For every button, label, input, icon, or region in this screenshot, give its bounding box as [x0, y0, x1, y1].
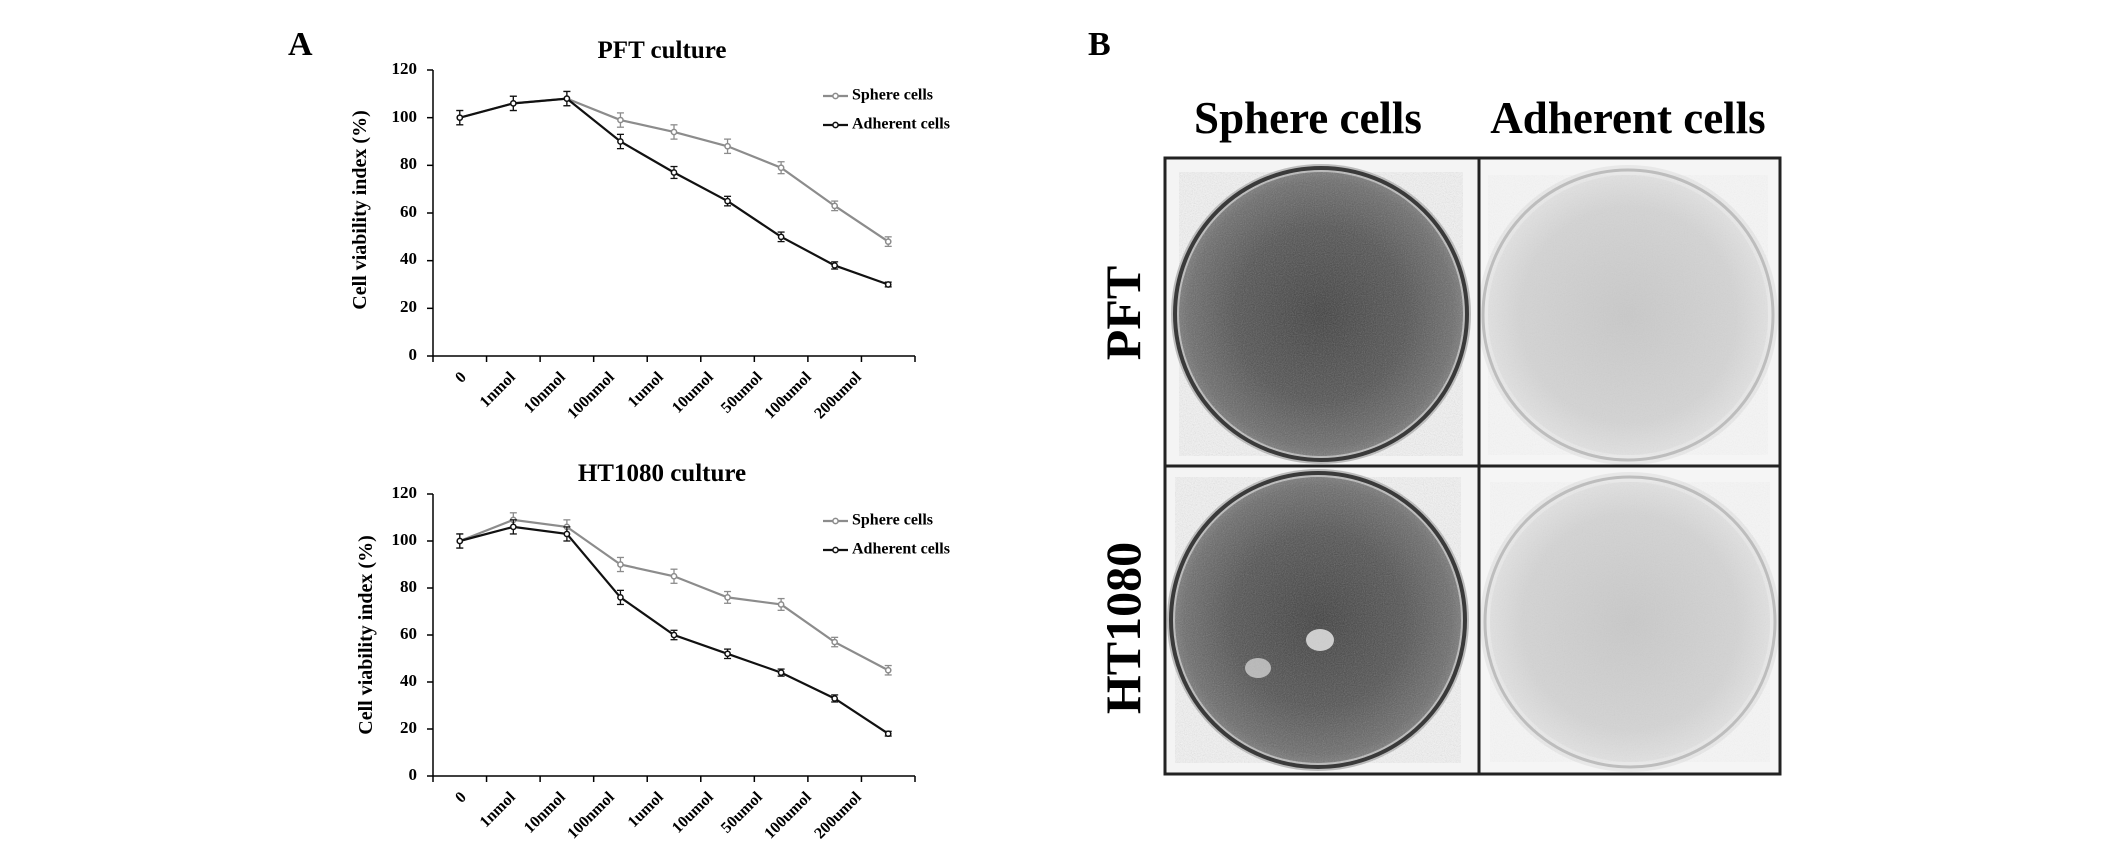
data-point: [777, 601, 785, 608]
x-tick-label: 10umol: [669, 788, 717, 836]
column-header-sphere-cells: Sphere cells: [1194, 93, 1422, 143]
chart-pft-culture: PFT culture Cell viability index (%) 0 2…: [349, 37, 950, 422]
data-point: [456, 114, 464, 122]
data-point: [617, 138, 624, 145]
x-tick-label: 200umol: [811, 368, 865, 422]
x-tick-label: 1umol: [625, 788, 668, 831]
data-point: [884, 281, 892, 288]
photo-grid: Sphere cells Adherent cells PFT HT1080: [1095, 93, 1782, 776]
x-tick-label: 100nmol: [564, 368, 618, 422]
y-tick-label: 20: [400, 718, 417, 737]
data-point: [724, 594, 731, 601]
panel-b-label: B: [1088, 26, 1111, 63]
culture-dish-pft-sphere: [1165, 158, 1479, 466]
x-tick-label: 0: [452, 369, 470, 387]
x-tick-label: 50umol: [718, 788, 766, 836]
legend-label: Sphere cells: [852, 512, 933, 529]
data-point: [670, 572, 678, 580]
x-tick-label: 0: [452, 789, 470, 807]
data-point: [777, 669, 785, 676]
y-tick-label: 100: [392, 107, 418, 126]
x-tick-label: 10umol: [669, 368, 717, 416]
culture-dish-pft-adherent: [1478, 158, 1780, 466]
data-point: [831, 262, 839, 269]
data-point: [831, 202, 839, 210]
y-tick-label: 60: [400, 624, 417, 643]
data-point: [884, 730, 892, 738]
legend-marker: [832, 546, 839, 554]
data-point: [831, 638, 839, 646]
x-tick-label: 50umol: [718, 368, 766, 416]
x-tick-label: 10nmol: [521, 368, 569, 416]
legend-marker: [832, 517, 839, 525]
data-point: [670, 128, 678, 136]
data-point: [509, 523, 517, 531]
data-point: [724, 650, 731, 658]
x-tick-label: 1nmol: [477, 788, 520, 831]
legend: Sphere cells Adherent cells: [852, 512, 950, 558]
row-header-ht1080: HT1080: [1095, 542, 1151, 714]
data-point: [617, 594, 624, 601]
data-point: [884, 238, 892, 245]
y-axis-label: Cell viability index (%): [349, 110, 371, 309]
y-tick-label: 80: [400, 154, 417, 173]
y-tick-label: 60: [400, 202, 417, 221]
legend: Sphere cells Adherent cells: [852, 87, 950, 133]
culture-dish-ht1080-adherent: [1479, 466, 1780, 774]
x-tick-label: 100umol: [761, 788, 815, 842]
plot-area: [427, 69, 916, 362]
column-header-adherent-cells: Adherent cells: [1490, 93, 1765, 143]
x-ticks: 0 1nmol 10nmol 100nmol 1umol 10umol 50um…: [452, 788, 865, 842]
legend-marker: [832, 121, 839, 129]
row-header-pft: PFT: [1095, 266, 1151, 360]
x-tick-label: 1nmol: [477, 368, 520, 411]
data-point: [831, 695, 839, 702]
data-point: [724, 142, 731, 150]
x-tick-label: 1umol: [625, 368, 668, 411]
data-point: [670, 169, 678, 176]
legend-label: Sphere cells: [852, 87, 933, 104]
data-point: [617, 561, 624, 568]
data-point: [509, 100, 517, 107]
chart-title: PFT culture: [598, 37, 727, 64]
y-tick-label: 100: [392, 530, 418, 549]
y-tick-label: 120: [392, 59, 418, 78]
chart-ht1080-culture: HT1080 culture Cell viability index (%) …: [355, 460, 950, 842]
legend-label: Adherent cells: [852, 116, 950, 133]
panel-a-label: A: [288, 26, 313, 63]
y-tick-label: 80: [400, 577, 417, 596]
legend-marker: [832, 92, 839, 100]
data-point: [884, 666, 892, 674]
culture-dish-ht1080-sphere: [1165, 466, 1479, 774]
y-tick-label: 0: [409, 765, 418, 784]
y-tick-label: 20: [400, 297, 417, 316]
x-ticks: 0 1nmol 10nmol 100nmol 1umol 10umol 50um…: [452, 368, 865, 422]
y-ticks: 0 20 40 60 80 100 120: [392, 59, 418, 364]
y-tick-label: 0: [409, 345, 418, 364]
legend-label: Adherent cells: [852, 541, 950, 558]
data-point: [670, 631, 678, 639]
data-point: [724, 197, 731, 205]
y-tick-label: 40: [400, 671, 417, 690]
data-point: [777, 164, 785, 172]
data-point: [777, 233, 785, 241]
x-tick-label: 10nmol: [521, 788, 569, 836]
y-tick-label: 120: [392, 483, 418, 502]
data-point: [563, 95, 571, 102]
data-point: [563, 530, 571, 538]
series-line-sphere-cells: [459, 518, 889, 672]
grid-lines: [1163, 156, 1782, 776]
x-tick-label: 100umol: [761, 368, 815, 422]
chart-title: HT1080 culture: [578, 460, 746, 487]
data-point: [617, 116, 624, 124]
plot-area: [427, 493, 916, 782]
y-ticks: 0 20 40 60 80 100 120: [392, 483, 418, 784]
y-axis-label: Cell viability index (%): [355, 535, 377, 734]
x-tick-label: 100nmol: [564, 788, 618, 842]
x-tick-label: 200umol: [811, 788, 865, 842]
y-tick-label: 40: [400, 249, 417, 268]
data-point: [456, 537, 464, 545]
